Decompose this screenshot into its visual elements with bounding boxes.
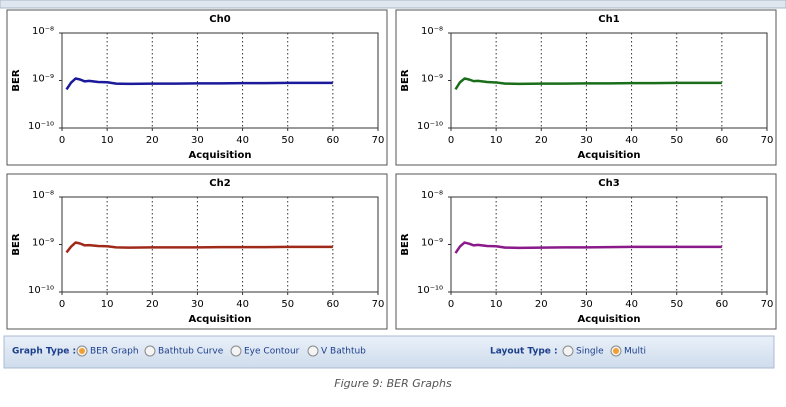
- x-tick-label: 0: [59, 299, 65, 310]
- caption: Figure 9: BER Graphs: [334, 377, 452, 390]
- x-tick-label: 70: [372, 299, 385, 310]
- x-tick-label: 70: [761, 135, 774, 146]
- radio-label[interactable]: BER Graph: [90, 347, 139, 357]
- chart-title: Ch0: [209, 14, 230, 25]
- y-tick-label: 10⁻⁹: [421, 238, 443, 249]
- radio-dot: [79, 348, 85, 354]
- plot-frame: [61, 32, 379, 129]
- ber-line: [65, 241, 333, 254]
- radio-label[interactable]: Bathtub Curve: [158, 347, 224, 357]
- radio-button[interactable]: [307, 345, 319, 357]
- y-tick-label: 10⁻⁸: [421, 190, 443, 201]
- y-tick-label: 10⁻⁹: [32, 74, 54, 85]
- x-tick-label: 70: [761, 299, 774, 310]
- y-tick-label: 10⁻¹⁰: [417, 285, 443, 296]
- y-tick-label: 10⁻⁹: [421, 74, 443, 85]
- y-tick-label: 10⁻¹⁰: [28, 285, 54, 296]
- chart-title: Ch3: [598, 178, 619, 189]
- radio-label[interactable]: Multi: [624, 347, 646, 357]
- x-tick-label: 50: [670, 299, 683, 310]
- chart-title: Ch2: [209, 178, 230, 189]
- x-tick-label: 50: [670, 135, 683, 146]
- ber-line: [454, 77, 722, 91]
- x-tick-label: 40: [625, 299, 638, 310]
- y-axis-label: BER: [400, 69, 411, 91]
- x-tick-label: 20: [535, 135, 548, 146]
- x-tick-label: 0: [448, 135, 454, 146]
- radio-button[interactable]: [230, 345, 242, 357]
- chart-panel: [395, 173, 777, 330]
- x-tick-label: 40: [625, 135, 638, 146]
- x-tick-label: 20: [535, 299, 548, 310]
- y-tick-label: 10⁻¹⁰: [28, 121, 54, 132]
- x-tick-label: 10: [490, 299, 503, 310]
- y-tick-label: 10⁻⁸: [32, 26, 54, 37]
- chart-panel: [6, 9, 388, 166]
- chart-panel: [395, 9, 777, 166]
- x-tick-label: 50: [281, 135, 294, 146]
- y-axis-label: BER: [11, 233, 22, 255]
- top-strip: [0, 0, 786, 9]
- x-tick-label: 60: [715, 135, 728, 146]
- radio-dot: [613, 348, 619, 354]
- chart-panel: [6, 173, 388, 330]
- x-tick-label: 60: [715, 299, 728, 310]
- radio-button[interactable]: [562, 345, 574, 357]
- chart-title: Ch1: [598, 14, 619, 25]
- y-axis-label: BER: [11, 69, 22, 91]
- x-tick-label: 20: [146, 135, 159, 146]
- radio-button[interactable]: [144, 345, 156, 357]
- x-tick-label: 0: [448, 299, 454, 310]
- y-tick-label: 10⁻⁸: [32, 190, 54, 201]
- control-bar: [3, 335, 775, 369]
- x-tick-label: 10: [101, 135, 114, 146]
- ber-line: [454, 241, 722, 254]
- x-tick-label: 30: [191, 135, 204, 146]
- x-tick-label: 40: [236, 135, 249, 146]
- x-tick-label: 60: [326, 135, 339, 146]
- y-tick-label: 10⁻¹⁰: [417, 121, 443, 132]
- control-label: Graph Type :: [12, 347, 76, 357]
- x-tick-label: 40: [236, 299, 249, 310]
- x-tick-label: 30: [580, 299, 593, 310]
- x-tick-label: 30: [191, 299, 204, 310]
- plot-frame: [450, 196, 768, 293]
- x-tick-label: 20: [146, 299, 159, 310]
- y-axis-label: BER: [400, 233, 411, 255]
- x-tick-label: 50: [281, 299, 294, 310]
- x-axis-label: Acquisition: [578, 150, 641, 161]
- y-tick-label: 10⁻⁸: [421, 26, 443, 37]
- x-axis-label: Acquisition: [578, 314, 641, 325]
- radio-label[interactable]: Eye Contour: [244, 347, 300, 357]
- x-tick-label: 30: [580, 135, 593, 146]
- control-label: Layout Type :: [490, 347, 558, 357]
- x-tick-label: 10: [490, 135, 503, 146]
- plot-frame: [450, 32, 768, 129]
- radio-label[interactable]: Single: [576, 347, 604, 357]
- x-tick-label: 10: [101, 299, 114, 310]
- plot-frame: [61, 196, 379, 293]
- x-axis-label: Acquisition: [189, 150, 252, 161]
- x-tick-label: 70: [372, 135, 385, 146]
- radio-label[interactable]: V Bathtub: [321, 347, 366, 357]
- x-tick-label: 0: [59, 135, 65, 146]
- x-axis-label: Acquisition: [189, 314, 252, 325]
- y-tick-label: 10⁻⁹: [32, 238, 54, 249]
- x-tick-label: 60: [326, 299, 339, 310]
- ber-line: [65, 77, 333, 91]
